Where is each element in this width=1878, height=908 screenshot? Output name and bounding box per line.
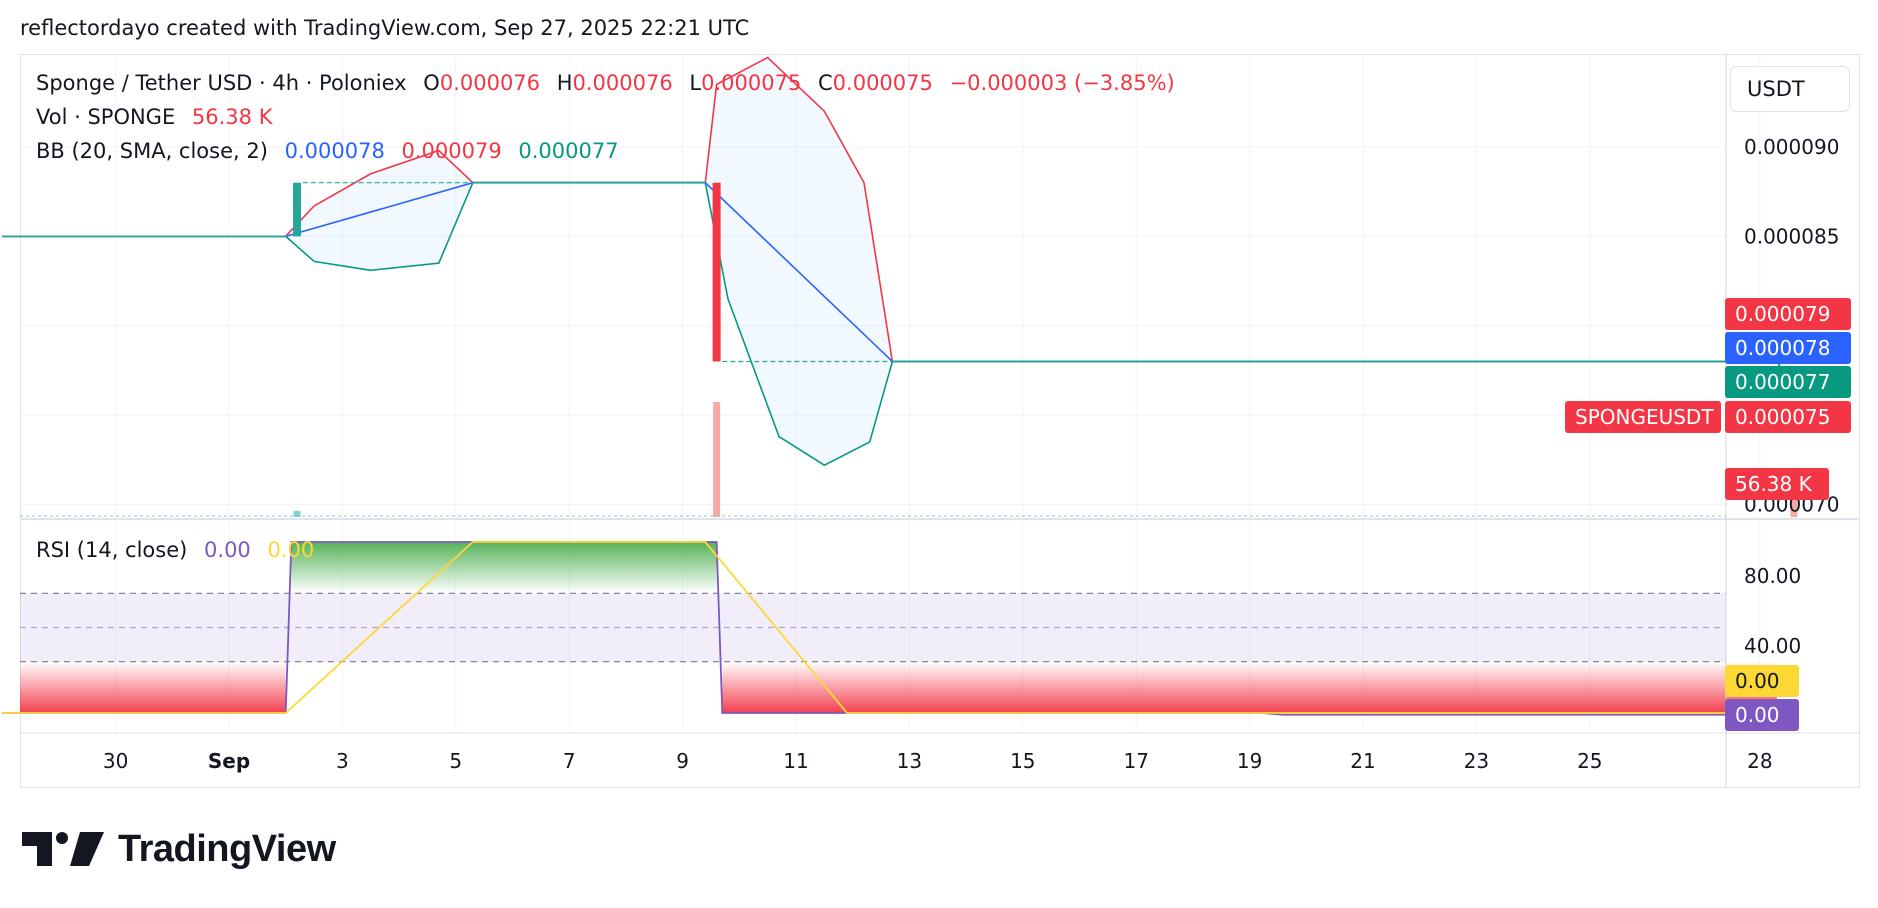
time-axis-label: 30: [103, 749, 128, 773]
time-axis-label: 28: [1747, 749, 1772, 773]
bb-basis-line: [2, 181, 1777, 363]
bb-upper-tag: 0.000079: [1725, 298, 1851, 330]
price-legend: Sponge / Tether USD · 4h · Poloniex O0.0…: [36, 71, 1185, 95]
time-axis-label: 9: [676, 749, 689, 773]
currency-selector[interactable]: USDT: [1730, 66, 1850, 112]
time-axis-label: 23: [1464, 749, 1489, 773]
bollinger-band-fill: [2, 57, 1789, 466]
volume-legend: Vol · SPONGE 56.38 K: [36, 105, 282, 129]
open-label: O: [423, 71, 440, 95]
volume-bar: [713, 402, 721, 517]
tradingview-logo: TradingView: [22, 826, 336, 872]
rsi-overbought-fill: [291, 542, 717, 594]
bb-basis-tag: 0.000078: [1725, 332, 1851, 364]
rsi-ma-value: 0.00: [267, 538, 315, 562]
rsi-tag: 0.00: [1725, 699, 1799, 731]
close-value: 0.000075: [832, 71, 933, 95]
price-tag: 0.000075: [1725, 401, 1851, 433]
header-credit: reflectordayo created with TradingView.c…: [20, 16, 750, 40]
time-axis-label: 7: [563, 749, 576, 773]
symbol-tag: SPONGEUSDT: [1565, 401, 1721, 433]
rsi-legend: RSI (14, close) 0.00 0.00: [36, 538, 324, 562]
candles: [293, 182, 721, 362]
candle: [712, 182, 721, 362]
bb-label[interactable]: BB (20, SMA, close, 2): [36, 139, 268, 163]
price-axis-label: 0.000090: [1744, 135, 1839, 159]
bb-lower-tag: 0.000077: [1725, 366, 1851, 398]
time-axis-label: 25: [1577, 749, 1602, 773]
tradingview-logo-icon: [22, 832, 104, 866]
volume-tag: 56.38 K: [1725, 468, 1829, 500]
candle: [293, 182, 302, 237]
rsi-value: 0.00: [204, 538, 251, 562]
bb-upper-value: 0.000079: [401, 139, 502, 163]
tradingview-logo-text: TradingView: [118, 827, 336, 870]
symbol-title[interactable]: Sponge / Tether USD · 4h · Poloniex: [36, 71, 407, 95]
rsi-ma-tag: 0.00: [1725, 665, 1799, 697]
time-axis-label: 5: [449, 749, 462, 773]
volume-bar: [293, 510, 301, 517]
rsi-axis-label: 80.00: [1744, 564, 1801, 588]
rsi-line: [2, 541, 1777, 716]
high-label: H: [556, 71, 573, 95]
low-label: L: [689, 71, 702, 95]
time-axis-label: 19: [1237, 749, 1262, 773]
bb-upper-line: [2, 56, 1789, 363]
time-axis-label: 13: [897, 749, 922, 773]
rsi-axis-label: 40.00: [1744, 634, 1801, 658]
time-axis-label: 3: [336, 749, 349, 773]
time-axis-label: Sep: [208, 749, 250, 773]
change-value: −0.000003 (−3.85%): [949, 71, 1175, 95]
time-axis-label: 15: [1010, 749, 1035, 773]
grid-lines: [20, 54, 1761, 732]
volume-bar: [1790, 484, 1798, 517]
rsi-label[interactable]: RSI (14, close): [36, 538, 188, 562]
rsi-ma-line: [2, 541, 1777, 714]
bb-legend: BB (20, SMA, close, 2) 0.000078 0.000079…: [36, 139, 629, 163]
price-axis-label: 0.000085: [1744, 224, 1839, 248]
bb-basis-value: 0.000078: [284, 139, 385, 163]
bb-lower-value: 0.000077: [518, 139, 619, 163]
rsi-oversold-fill: [20, 661, 286, 713]
currency-label: USDT: [1747, 77, 1805, 101]
close-label: C: [818, 71, 833, 95]
high-value: 0.000076: [572, 71, 673, 95]
bollinger-fill: [2, 57, 1789, 466]
volume-label[interactable]: Vol · SPONGE: [36, 105, 176, 129]
rsi-bands: [20, 542, 1777, 713]
volume-bars: [20, 402, 1798, 517]
rsi-oversold-fill: [722, 661, 1777, 713]
time-axis-label: 11: [783, 749, 808, 773]
bb-lower-line: [2, 181, 1789, 467]
chart-frame[interactable]: [20, 54, 1860, 788]
low-value: 0.000075: [701, 71, 802, 95]
volume-value: 56.38 K: [191, 105, 273, 129]
time-axis-label: 17: [1123, 749, 1148, 773]
time-axis-label: 21: [1350, 749, 1375, 773]
open-value: 0.000076: [439, 71, 541, 95]
